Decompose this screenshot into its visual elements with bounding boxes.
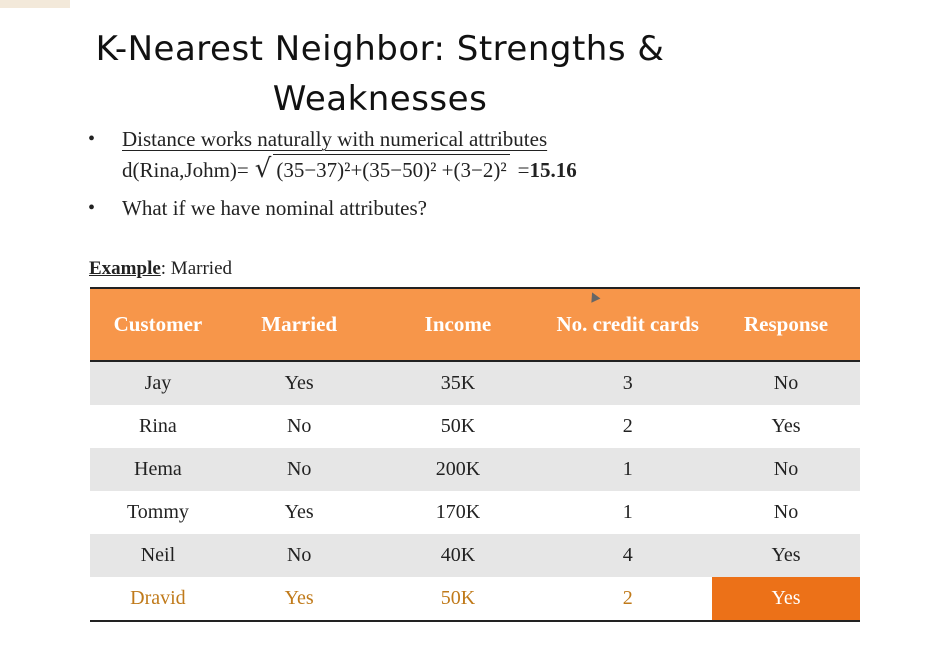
cell-customer: Neil: [140, 544, 176, 566]
cell-credit-cards: 2: [622, 415, 633, 437]
cell-married: No: [286, 458, 312, 480]
sqrt-icon: √: [254, 154, 272, 184]
bullet-dot-icon: •: [88, 128, 96, 150]
cell-response: No: [773, 458, 799, 480]
cell-income: 50K: [440, 587, 476, 609]
cell-customer: Dravid: [130, 587, 186, 609]
cell-married: No: [286, 415, 312, 437]
cell-income: 35K: [440, 372, 476, 394]
example-text: : Married: [160, 258, 233, 279]
col-header-response: Response: [744, 312, 829, 336]
bullet-item: • What if we have nominal attributes?: [88, 193, 848, 223]
cell-customer: Jay: [144, 372, 172, 394]
distance-formula: d(Rina,Johm)= √ (35−37)²+(35−50)² +(3−2)…: [88, 154, 848, 185]
cell-credit-cards: 3: [622, 372, 633, 394]
cell-response: Yes: [771, 415, 801, 437]
title-line-1: K-Nearest Neighbor: Strengths &: [95, 29, 665, 69]
cell-married: No: [286, 544, 312, 566]
example-label: Example: [89, 258, 161, 279]
example-caption: Example: Married: [89, 258, 232, 280]
formula-result: =15.16: [518, 155, 577, 185]
bullet-text: Distance works naturally with numerical …: [122, 127, 548, 151]
cell-customer: Hema: [134, 458, 182, 480]
cell-income: 40K: [440, 544, 476, 566]
table-row: Neil No 40K 4 Yes: [90, 534, 860, 577]
cell-married: Yes: [284, 587, 314, 609]
formula-equals: =: [517, 158, 530, 182]
cell-credit-cards: 4: [622, 544, 633, 566]
table-row: Jay Yes 35K 3 No: [90, 361, 860, 405]
formula-lhs: d(Rina,Johm)=: [122, 158, 249, 182]
col-header-credit-cards: No. credit cards: [556, 312, 699, 336]
corner-mark: [0, 0, 70, 8]
cell-married: Yes: [284, 501, 314, 523]
cell-credit-cards: 2: [622, 587, 633, 609]
col-header-married: Married: [261, 312, 338, 336]
bullet-list: • Distance works naturally with numerica…: [88, 124, 848, 223]
cell-response: Yes: [771, 544, 801, 566]
table-header-row: Customer Married Income No. credit cards…: [90, 288, 860, 361]
cell-married: Yes: [284, 372, 314, 394]
bullet-item: • Distance works naturally with numerica…: [88, 124, 848, 154]
cell-customer: Rina: [139, 415, 177, 437]
table-row: Tommy Yes 170K 1 No: [90, 491, 860, 534]
table-row: Hema No 200K 1 No: [90, 448, 860, 491]
customer-table: Customer Married Income No. credit cards…: [90, 287, 860, 622]
cell-credit-cards: 1: [622, 501, 633, 523]
cell-income: 200K: [435, 458, 481, 480]
bullet-dot-icon: •: [88, 197, 96, 219]
table-row-query: Dravid Yes 50K 2 Yes: [90, 577, 860, 621]
bullet-text: What if we have nominal attributes?: [122, 196, 427, 220]
col-header-customer: Customer: [113, 312, 203, 336]
cell-income: 50K: [440, 415, 476, 437]
col-header-income: Income: [424, 312, 492, 336]
table-row: Rina No 50K 2 Yes: [90, 405, 860, 448]
cell-response: No: [773, 372, 799, 394]
cell-customer: Tommy: [126, 501, 189, 523]
formula-radicand: (35−37)²+(35−50)² +(3−2)²: [273, 154, 510, 185]
cell-income: 170K: [435, 501, 481, 523]
cell-response-highlighted: Yes: [712, 577, 860, 621]
cell-response: No: [773, 501, 799, 523]
cell-credit-cards: 1: [622, 458, 633, 480]
formula-value: 15.16: [529, 158, 577, 182]
slide-title: K-Nearest Neighbor: Strengths & Weakness…: [0, 24, 760, 124]
title-line-2: Weaknesses: [272, 79, 488, 119]
